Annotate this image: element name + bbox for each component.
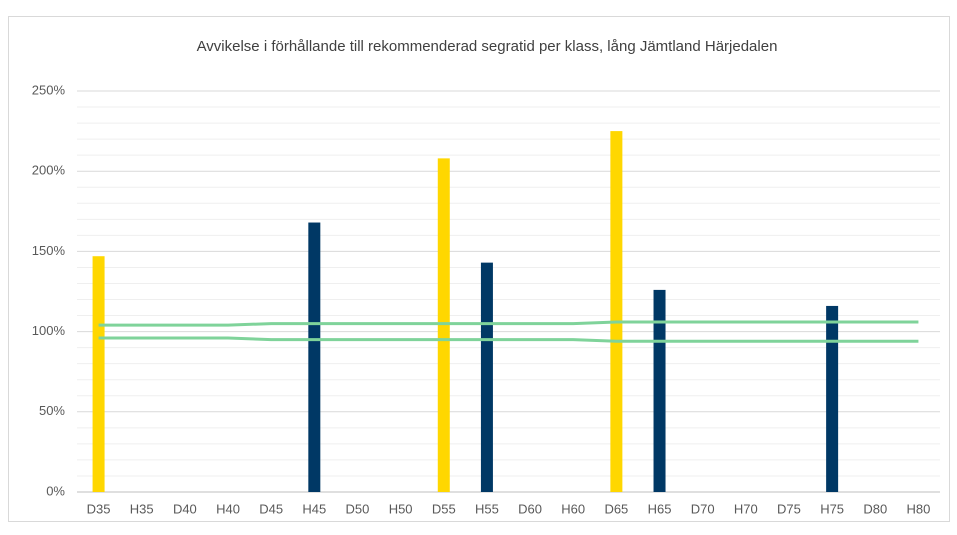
x-tick-label: D80 <box>863 501 887 516</box>
x-tick-label: D35 <box>87 501 111 516</box>
line <box>98 336 919 343</box>
y-tick-label: 200% <box>32 163 66 178</box>
x-tick-label: H50 <box>389 501 413 516</box>
x-tick-label: D60 <box>518 501 542 516</box>
bar <box>826 305 839 492</box>
x-tick-label: H55 <box>475 501 499 516</box>
y-tick-label: 0% <box>46 483 65 498</box>
x-tick-label: D40 <box>173 501 197 516</box>
x-tick-label: H70 <box>734 501 758 516</box>
y-tick-label: 100% <box>32 323 66 338</box>
chart-frame <box>8 16 950 522</box>
line <box>98 320 919 327</box>
chart-title: Avvikelse i förhållande till rekommender… <box>197 38 778 55</box>
y-tick-label: 50% <box>39 403 65 418</box>
x-tick-label: H40 <box>216 501 240 516</box>
x-tick-label: H35 <box>130 501 154 516</box>
bar <box>92 256 105 492</box>
bar <box>480 262 493 492</box>
y-tick-label: 150% <box>32 243 66 258</box>
x-tick-label: D70 <box>691 501 715 516</box>
x-tick-label: D75 <box>777 501 801 516</box>
y-tick-label: 250% <box>32 82 66 97</box>
x-tick-label: D50 <box>346 501 370 516</box>
x-tick-label: D55 <box>432 501 456 516</box>
x-tick-label: D65 <box>604 501 628 516</box>
bar <box>653 289 666 492</box>
bar <box>308 222 321 492</box>
x-tick-label: H75 <box>820 501 844 516</box>
x-tick-label: H65 <box>648 501 672 516</box>
bar <box>610 131 623 492</box>
x-tick-label: H80 <box>906 501 930 516</box>
x-tick-label: D45 <box>259 501 283 516</box>
x-tick-label: H45 <box>302 501 326 516</box>
x-tick-label: H60 <box>561 501 585 516</box>
bar <box>437 158 450 493</box>
